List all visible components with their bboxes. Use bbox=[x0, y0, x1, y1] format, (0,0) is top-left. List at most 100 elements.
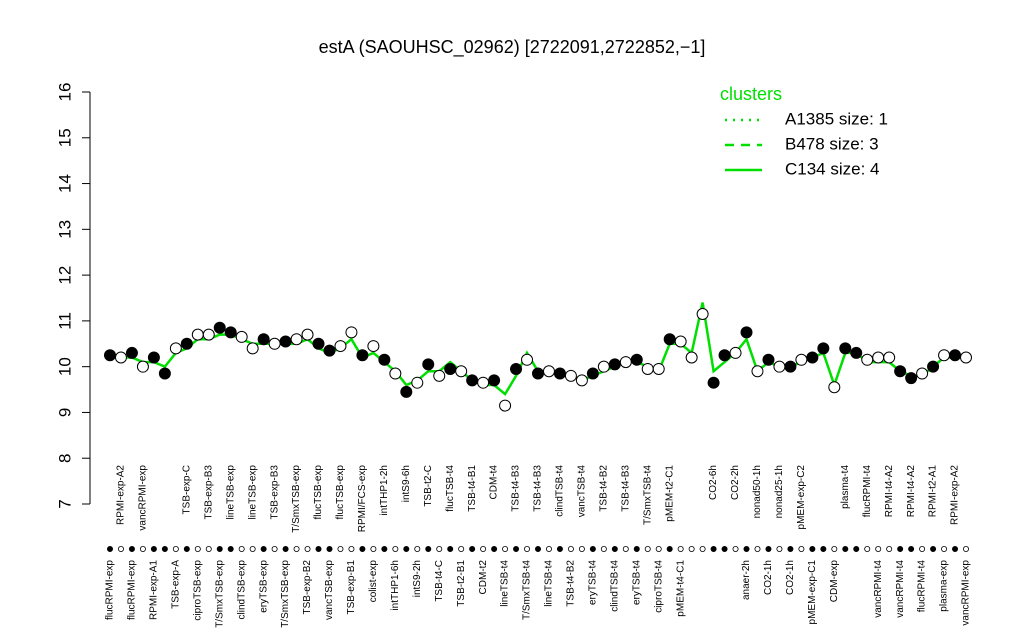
x-tick-label: pMEM-t2-C1 bbox=[664, 465, 675, 522]
x-tick-label: eryTSB-exp bbox=[258, 560, 269, 613]
sample-point bbox=[257, 333, 270, 346]
sample-point bbox=[773, 360, 786, 373]
x-tick-label: vancRPMI-exp bbox=[138, 465, 149, 531]
sample-point bbox=[301, 328, 314, 341]
sample-point bbox=[795, 353, 808, 366]
x-tick-label: lineTSB-t4 bbox=[500, 560, 511, 607]
sample-point bbox=[663, 333, 676, 346]
sample-point bbox=[630, 353, 643, 366]
x-tick-label: TSB-t4-B1 bbox=[467, 465, 478, 512]
sample-point bbox=[466, 374, 479, 387]
y-tick-label: 8 bbox=[55, 453, 74, 462]
sample-point bbox=[125, 346, 138, 359]
x-tick-label: TSB-t4-B2 bbox=[566, 560, 577, 607]
x-tick-label: CO2-2h bbox=[730, 465, 741, 500]
sample-point bbox=[839, 342, 852, 355]
sample-dot bbox=[908, 546, 915, 553]
sample-dot bbox=[644, 546, 651, 553]
sample-dot bbox=[502, 546, 509, 553]
sample-dot bbox=[666, 546, 673, 553]
sample-point bbox=[246, 342, 259, 355]
x-tick-label: intS9-6h bbox=[401, 465, 412, 502]
x-tick-label: clindTSB-exp bbox=[236, 560, 247, 620]
x-tick-label: T/SmxTSB-exp bbox=[214, 560, 225, 628]
sample-dot bbox=[524, 546, 531, 553]
sample-dot bbox=[688, 546, 695, 553]
sample-point bbox=[652, 362, 665, 375]
sample-dot bbox=[370, 546, 377, 553]
x-tick-label: RPMI-t4-A2 bbox=[884, 465, 895, 518]
sample-dot bbox=[787, 546, 794, 553]
sample-point bbox=[499, 399, 512, 412]
sample-dot bbox=[886, 546, 893, 553]
x-tick-label: CDM-t4 bbox=[489, 465, 500, 500]
sample-point bbox=[521, 353, 534, 366]
sample-dot bbox=[381, 546, 388, 553]
x-tick-label: lineTSB-exp bbox=[225, 465, 236, 520]
x-tick-label: RPMI/FCS-exp bbox=[357, 465, 368, 533]
x-tick-label: TSB-t4-B2 bbox=[598, 465, 609, 512]
x-tick-label: pMEM-exp-C1 bbox=[807, 560, 818, 625]
x-tick-label: TSB-exp-C bbox=[181, 465, 192, 514]
sample-point bbox=[268, 337, 281, 350]
x-tick-label: flucRPMI-exp bbox=[105, 560, 116, 620]
sample-dot bbox=[941, 546, 948, 553]
sample-dot bbox=[567, 546, 574, 553]
x-tick-label: intTHP1-6h bbox=[390, 560, 401, 611]
legend-title: clusters bbox=[720, 84, 782, 104]
sample-dot bbox=[545, 546, 552, 553]
y-tick-label: 15 bbox=[55, 128, 74, 147]
x-tick-label: RPMI-exp-A2 bbox=[950, 465, 961, 525]
x-tick-label: eryTSB-t4 bbox=[588, 560, 599, 605]
sample-point bbox=[444, 362, 457, 375]
x-tick-label: T/SmxTSB-t4 bbox=[642, 465, 653, 525]
sample-dot bbox=[710, 546, 717, 553]
x-tick-label: CO2-6h bbox=[708, 465, 719, 500]
sample-dot bbox=[798, 546, 805, 553]
sample-dot bbox=[842, 546, 849, 553]
sample-point bbox=[345, 326, 358, 339]
sample-point bbox=[433, 369, 446, 382]
sample-dot bbox=[831, 546, 838, 553]
x-tick-label: flucRPMI-t4 bbox=[862, 465, 873, 518]
sample-dot bbox=[480, 546, 487, 553]
sample-point bbox=[510, 362, 523, 375]
sample-dot bbox=[260, 546, 267, 553]
sample-point bbox=[828, 381, 841, 394]
x-tick-label: TSB-exp-B1 bbox=[346, 560, 357, 615]
sample-point bbox=[323, 344, 336, 357]
x-tick-label: vancRPMI-t4 bbox=[873, 560, 884, 618]
x-tick-label: intTHP1-2h bbox=[379, 465, 390, 516]
x-tick-label: plasma-t4 bbox=[840, 465, 851, 509]
sample-dot bbox=[194, 546, 201, 553]
x-tick-label: vancRPMI-exp bbox=[961, 560, 972, 626]
sample-point bbox=[389, 367, 402, 380]
sample-point bbox=[147, 351, 160, 364]
sample-point bbox=[707, 376, 720, 389]
sample-dot bbox=[655, 546, 662, 553]
sample-point bbox=[850, 346, 863, 359]
sample-point bbox=[872, 351, 885, 364]
x-tick-label: ciproTSB-t4 bbox=[653, 560, 664, 613]
x-tick-label: TSB-exp-A bbox=[170, 560, 181, 609]
x-tick-label: TSB-t4-C bbox=[434, 560, 445, 602]
sample-point bbox=[279, 335, 292, 348]
sample-dot bbox=[469, 546, 476, 553]
sample-dot bbox=[754, 546, 761, 553]
sample-point bbox=[696, 308, 709, 321]
sample-dot bbox=[425, 546, 432, 553]
sample-dot bbox=[897, 546, 904, 553]
chart-title: estA (SAOUHSC_02962) [2722091,2722852,−1… bbox=[319, 37, 706, 58]
sample-dot bbox=[238, 546, 245, 553]
sample-dot bbox=[589, 546, 596, 553]
sample-point bbox=[104, 349, 116, 362]
sample-point bbox=[180, 337, 193, 350]
x-tick-label: eryTSB-t4 bbox=[631, 560, 642, 605]
x-tick-label: RPMI-t4-A2 bbox=[906, 465, 917, 518]
sample-point bbox=[191, 328, 204, 341]
x-tick-label: anaer-2h bbox=[741, 560, 752, 600]
x-tick-label: TSB-exp-B3 bbox=[203, 465, 214, 520]
sample-dot bbox=[282, 546, 289, 553]
sample-point bbox=[542, 365, 555, 378]
x-tick-label: vancTSB-exp bbox=[324, 560, 335, 620]
